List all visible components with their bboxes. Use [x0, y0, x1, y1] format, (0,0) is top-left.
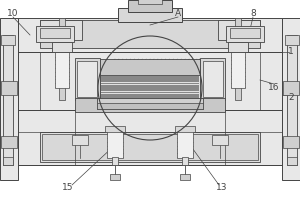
Bar — [107, 130, 123, 158]
Text: 10: 10 — [7, 9, 19, 19]
Bar — [101, 75, 199, 77]
Bar — [101, 95, 199, 97]
Bar — [101, 97, 199, 98]
Bar — [100, 75, 200, 100]
Bar — [287, 157, 297, 165]
Bar — [1, 136, 17, 148]
Bar — [40, 20, 82, 40]
Bar — [182, 157, 188, 165]
Bar — [55, 52, 69, 88]
Bar — [212, 135, 228, 145]
Text: 8: 8 — [250, 9, 256, 19]
Bar — [3, 35, 13, 165]
Bar — [175, 126, 195, 132]
Bar — [101, 88, 199, 90]
Bar — [36, 26, 74, 42]
Bar — [180, 174, 190, 180]
Bar — [77, 61, 97, 97]
Bar — [101, 77, 199, 79]
Text: 16: 16 — [268, 82, 280, 92]
Bar — [235, 18, 241, 100]
Bar — [200, 58, 225, 100]
Bar — [75, 98, 225, 112]
Bar — [283, 136, 299, 148]
Bar — [18, 52, 282, 110]
Bar — [101, 86, 199, 88]
Bar — [231, 52, 245, 88]
Bar — [101, 81, 199, 82]
Bar — [177, 130, 193, 158]
Text: 15: 15 — [62, 184, 74, 192]
Text: 13: 13 — [216, 184, 228, 192]
Bar — [282, 18, 300, 180]
Bar — [1, 81, 17, 95]
Bar — [59, 18, 65, 100]
Bar — [42, 134, 258, 160]
Bar — [110, 174, 120, 180]
Bar — [72, 135, 88, 145]
Bar — [218, 20, 260, 40]
Bar — [101, 94, 199, 95]
Bar — [3, 157, 13, 165]
Text: 2: 2 — [288, 92, 294, 102]
Bar — [101, 83, 199, 84]
Bar — [100, 59, 200, 77]
Bar — [18, 18, 282, 52]
Bar — [105, 126, 125, 132]
Bar — [203, 61, 223, 97]
Bar — [97, 103, 203, 109]
Bar — [101, 90, 199, 91]
Bar — [75, 58, 100, 100]
Bar — [283, 81, 299, 95]
Bar — [285, 35, 299, 45]
Text: 1: 1 — [288, 47, 294, 56]
Bar — [52, 42, 72, 52]
Text: A: A — [175, 9, 181, 19]
Bar — [101, 92, 199, 93]
Bar — [54, 36, 70, 42]
Bar — [230, 28, 260, 38]
Bar — [97, 98, 203, 109]
Bar — [226, 26, 264, 42]
Bar — [101, 84, 199, 86]
Bar — [228, 42, 248, 52]
Bar — [118, 8, 182, 22]
Bar — [0, 18, 18, 180]
Bar — [18, 110, 282, 165]
Bar — [112, 157, 118, 165]
Bar — [230, 36, 246, 42]
Bar — [40, 28, 70, 38]
Bar — [40, 132, 260, 162]
Bar — [128, 0, 172, 12]
Bar — [138, 0, 162, 4]
Bar — [1, 35, 15, 45]
Bar — [101, 79, 199, 80]
Bar — [287, 35, 297, 165]
Bar — [40, 20, 260, 48]
